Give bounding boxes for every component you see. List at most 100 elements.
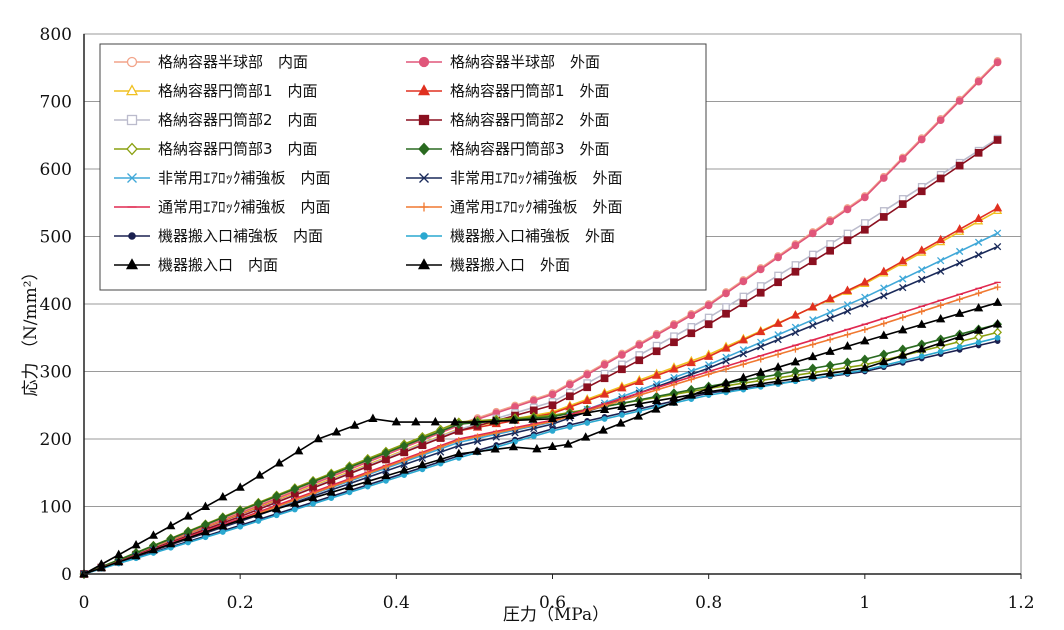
legend-label: 非常用ｴｱﾛｯｸ補強板 内面 (158, 169, 331, 187)
data-point (417, 459, 427, 469)
data-point (843, 307, 852, 315)
data-point (917, 187, 926, 196)
data-point (936, 116, 945, 125)
data-point (436, 448, 445, 456)
data-point (917, 344, 927, 353)
data-point (183, 511, 193, 520)
data-point (704, 383, 714, 392)
data-point (721, 383, 731, 393)
legend-label: 通常用ｴｱﾛｯｸ補強板 内面 (158, 198, 331, 216)
data-point (634, 398, 644, 407)
data-point (419, 450, 426, 457)
data-point (756, 367, 766, 376)
data-point (757, 356, 764, 363)
data-point (96, 562, 106, 572)
data-point (566, 380, 574, 389)
data-point (310, 500, 316, 507)
data-point (844, 331, 851, 338)
data-point (722, 357, 730, 365)
data-point (792, 346, 799, 353)
data-point (148, 544, 159, 554)
data-point (363, 476, 373, 485)
data-point (565, 410, 575, 419)
data-point (956, 344, 963, 350)
legend-item: 格納容器半球部 外面 (406, 53, 600, 71)
legend-item: 格納容器円筒部1 内面 (114, 82, 318, 100)
data-point (917, 245, 927, 254)
data-point (974, 251, 983, 259)
data-point (253, 498, 263, 509)
data-point (148, 530, 159, 539)
data-point (704, 351, 714, 360)
data-point (860, 362, 870, 372)
data-point (634, 376, 644, 386)
data-point (879, 266, 889, 276)
data-point (687, 311, 696, 320)
data-point (255, 518, 262, 524)
data-point (808, 257, 817, 266)
data-point (399, 465, 409, 474)
data-point (843, 301, 852, 309)
data-point (973, 302, 984, 312)
data-point (790, 356, 801, 366)
data-point (430, 416, 440, 426)
data-point (774, 351, 782, 358)
data-point (652, 347, 661, 356)
legend-marker (419, 173, 429, 183)
data-point (651, 404, 661, 413)
data-point (808, 370, 818, 380)
legend-marker (418, 56, 430, 68)
data-point (774, 278, 782, 287)
legend-label: 格納容器半球部 外面 (450, 53, 600, 71)
x-tick-label: 0.6 (539, 593, 566, 613)
data-point (688, 376, 695, 383)
data-point (861, 300, 869, 308)
data-point (826, 308, 834, 316)
data-point (328, 495, 335, 501)
data-point (739, 277, 748, 286)
data-point (791, 261, 800, 269)
data-point (898, 324, 908, 334)
data-point (583, 383, 592, 392)
data-point (790, 310, 801, 319)
legend-item: 通常用ｴｱﾛｯｸ補強板 内面 (114, 198, 331, 216)
data-point (739, 292, 748, 301)
legend-marker (418, 142, 430, 156)
x-tick-label: 0.8 (695, 593, 722, 613)
legend-label: 通常用ｴｱﾛｯｸ補強板 外面 (450, 198, 623, 216)
data-point (861, 326, 869, 333)
legend-marker (417, 84, 431, 96)
data-point (350, 420, 360, 429)
data-point (993, 229, 1002, 237)
data-point (290, 498, 300, 507)
data-point (826, 336, 834, 343)
legend-marker (126, 114, 138, 126)
data-point (974, 77, 983, 86)
data-point (326, 469, 336, 480)
data-point (346, 489, 353, 496)
data-point (582, 407, 592, 416)
data-point (202, 534, 209, 541)
legend-label: 機器搬入口 内面 (158, 256, 278, 274)
y-axis-label: 応力 （N/mm²） (21, 263, 41, 396)
data-point (391, 416, 401, 426)
legend-marker (420, 232, 428, 240)
data-point (472, 446, 482, 455)
data-point (809, 316, 817, 324)
data-point (993, 242, 1002, 251)
data-point (808, 351, 818, 361)
data-point (975, 290, 982, 297)
data-point (618, 350, 626, 359)
data-point (880, 320, 887, 327)
data-point (825, 368, 835, 377)
data-point (860, 277, 870, 286)
legend-marker (125, 258, 139, 270)
legend-label: 格納容器円筒部1 内面 (158, 82, 318, 100)
data-point (511, 429, 519, 437)
legend-label: 機器搬入口 外面 (450, 256, 570, 274)
legend-item: 格納容器円筒部3 外面 (406, 140, 610, 158)
data-point (364, 483, 371, 490)
data-point (635, 356, 644, 365)
data-point (687, 329, 696, 338)
data-point (756, 282, 765, 290)
